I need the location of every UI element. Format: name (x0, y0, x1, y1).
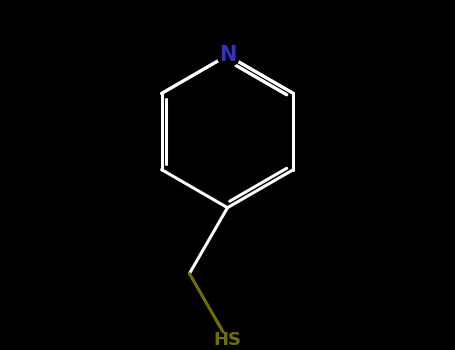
Text: HS: HS (213, 330, 242, 349)
Text: N: N (219, 46, 236, 65)
